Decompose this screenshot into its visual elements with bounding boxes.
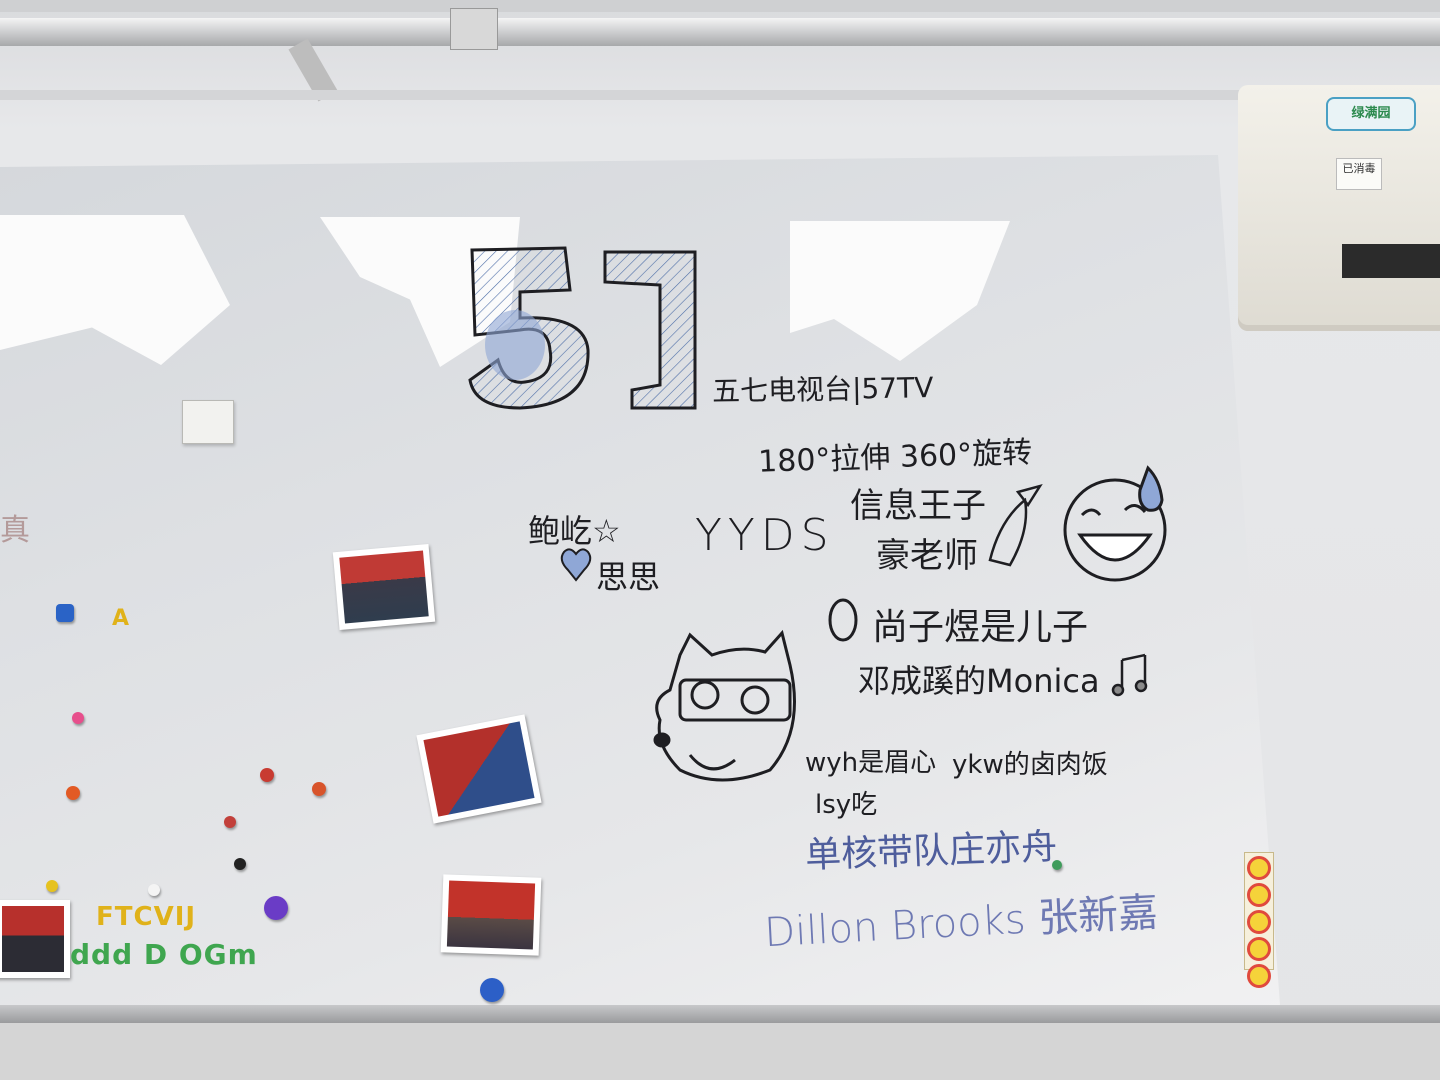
flower-sticker: [1247, 883, 1271, 907]
magnet-white: [148, 884, 160, 896]
smiley-face-doodle: [1063, 465, 1167, 582]
magnet-red-3: [224, 816, 236, 828]
magnet-purple: [264, 896, 288, 920]
fish-doodle: [988, 483, 1043, 567]
circle-doodle: [828, 598, 858, 642]
air-conditioner-vent: [1342, 244, 1440, 278]
magnet-blue-ring: [480, 978, 504, 1002]
magnet-red-1: [260, 768, 274, 782]
magnet-red-2: [312, 782, 326, 796]
flower-sticker: [1247, 964, 1271, 988]
wall-trim: [0, 90, 1440, 100]
magnet-letters-row-2: ddd D OGm: [70, 938, 258, 971]
music-note-doodle: [1111, 653, 1148, 697]
logo-57-drawing: [468, 246, 697, 410]
ceiling-pipe: [0, 18, 1440, 46]
team-leader-text: 单核带队庄亦舟: [804, 826, 1058, 877]
bao-second-name-text: 思思: [596, 558, 661, 596]
bao-name-text: 鲍屹☆: [528, 512, 621, 550]
air-conditioner-sanitized-tag: 已消毒: [1336, 158, 1382, 190]
info-prince-text: 信息王子: [850, 486, 986, 526]
magnet-black: [234, 858, 246, 870]
air-conditioner-brand-label: 绿满园: [1326, 97, 1416, 131]
wall-switch-box: [182, 400, 234, 444]
wall-base: [0, 1023, 1440, 1080]
flower-sticker: [1247, 937, 1271, 961]
deng-line-text: 邓成蹊的Monica: [858, 662, 1100, 700]
teacher-text: 豪老师: [876, 536, 978, 576]
whiteboard-tray: [0, 1005, 1440, 1023]
magnet-pink: [72, 712, 84, 724]
magnet-blue-cross: [56, 604, 74, 622]
ceiling-pipe-upper: [0, 0, 1440, 12]
flower-sticker: [1247, 910, 1271, 934]
ykw-line-text: ykw的卤肉饭: [952, 750, 1108, 780]
edge-character-text: 真: [0, 513, 30, 548]
wyh-line-text: wyh是眉心: [805, 748, 937, 778]
flower-sticker: [1247, 856, 1271, 880]
shang-line-text: 尚子煜是儿子: [872, 607, 1089, 648]
magnet-letters-row-1: FTCVIJ: [96, 902, 197, 932]
cat-doodle: [653, 629, 796, 782]
lsy-line-text: lsy吃: [815, 790, 878, 820]
photo-group-top: [332, 543, 436, 631]
magnet-letter-a: A: [112, 606, 130, 631]
photo-stage-group: [440, 874, 542, 956]
magnet-green: [1052, 860, 1062, 870]
flower-sticker-strip: [1244, 852, 1274, 988]
magnet-orange: [66, 786, 80, 800]
station-name-text: 五七电视台|57TV: [711, 371, 934, 408]
photo-group-bottom-left: [0, 900, 70, 978]
heart-doodle: [560, 548, 592, 582]
magnet-yellow: [46, 880, 58, 892]
yyds-text: YYDS: [695, 510, 835, 561]
pipe-clamp: [450, 8, 498, 50]
